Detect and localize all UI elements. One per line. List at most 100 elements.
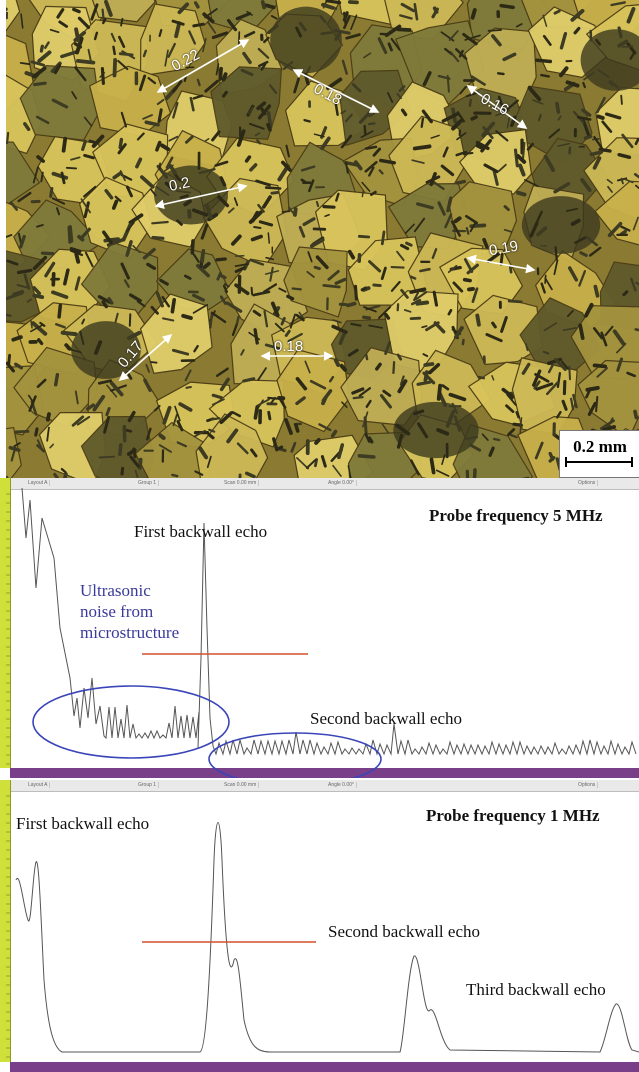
phase-particle — [475, 140, 490, 151]
phase-particle — [570, 218, 581, 227]
phase-particle — [422, 353, 429, 358]
phase-particle — [527, 86, 542, 102]
phase-particle — [400, 2, 415, 13]
measurement-label: 0.18 — [274, 338, 304, 355]
phase-particle — [455, 150, 468, 157]
phase-particle — [582, 81, 587, 89]
phase-particle — [236, 442, 249, 455]
phase-particle — [76, 415, 91, 426]
phase-particle — [555, 101, 561, 114]
phase-particle — [465, 227, 470, 235]
phase-particle — [390, 37, 401, 51]
phase-particle — [208, 428, 216, 433]
phase-particle — [441, 112, 459, 123]
phase-particle — [365, 399, 372, 408]
toolbar-options[interactable]: Options — [578, 782, 599, 788]
phase-particle — [97, 295, 112, 304]
phase-particle — [583, 134, 593, 140]
phase-particle — [533, 380, 541, 390]
phase-particle — [172, 101, 179, 119]
toolbar-layout[interactable]: Layout A — [28, 782, 51, 788]
ascan-trace — [21, 487, 637, 756]
phase-particle — [372, 283, 382, 288]
phase-particle — [313, 458, 319, 468]
phase-particle — [120, 466, 125, 476]
phase-particle — [51, 98, 69, 109]
phase-particle — [559, 32, 568, 50]
phase-particle — [505, 404, 515, 414]
phase-particle — [419, 267, 431, 273]
phase-particle — [176, 419, 184, 432]
phase-particle — [468, 98, 472, 108]
phase-particle — [585, 235, 599, 247]
phase-particle — [142, 49, 148, 58]
phase-particle — [433, 321, 446, 334]
phase-particle — [143, 378, 152, 392]
phase-particle — [27, 394, 35, 404]
phase-particle — [623, 178, 634, 184]
phase-particle — [384, 24, 402, 38]
phase-particle — [206, 455, 212, 469]
phase-particle — [518, 163, 526, 177]
phase-particle — [252, 309, 262, 317]
phase-particle — [534, 372, 550, 383]
phase-particle — [93, 31, 99, 41]
noise-ellipse — [208, 732, 382, 778]
toolbar-angle[interactable]: Angle 0.00° — [328, 480, 357, 486]
phase-particle — [432, 6, 439, 14]
toolbar-group[interactable]: Group 1 — [138, 782, 160, 788]
toolbar-scan[interactable]: Scan 0.00 mm — [224, 480, 260, 486]
phase-particle — [118, 52, 134, 57]
phase-particle — [400, 243, 410, 251]
phase-particle — [600, 331, 608, 347]
phase-particle — [475, 313, 481, 327]
phase-particle — [444, 213, 453, 229]
phase-particle — [350, 14, 358, 31]
phase-particle — [412, 144, 432, 151]
phase-particle — [269, 266, 274, 282]
phase-particle — [192, 303, 209, 314]
phase-particle — [378, 169, 384, 175]
phase-particle — [548, 456, 556, 463]
phase-particle — [430, 134, 440, 139]
phase-particle — [634, 137, 639, 146]
phase-particle — [29, 324, 44, 333]
phase-particle — [221, 72, 228, 82]
phase-particle — [117, 59, 129, 71]
phase-particle — [403, 309, 412, 313]
phase-particle — [436, 427, 450, 436]
phase-particle — [284, 418, 293, 435]
phase-particle — [381, 423, 390, 434]
phase-particle — [298, 311, 305, 320]
phase-particle — [416, 380, 432, 386]
phase-particle — [289, 313, 297, 329]
phase-particle — [32, 66, 47, 79]
phase-particle — [470, 75, 486, 86]
phase-particle — [147, 76, 157, 85]
phase-particle — [455, 179, 467, 185]
phase-particle — [266, 111, 273, 129]
phase-particle — [171, 473, 179, 478]
phase-particle — [140, 175, 155, 189]
phase-particle — [266, 122, 272, 132]
phase-particle — [395, 423, 411, 436]
toolbar-angle[interactable]: Angle 0.00° — [328, 782, 357, 788]
phase-particle — [319, 15, 327, 23]
phase-particle — [583, 71, 595, 81]
phase-particle — [441, 454, 446, 466]
phase-particle — [142, 247, 156, 260]
phase-particle — [379, 394, 392, 409]
phase-particle — [604, 325, 614, 337]
toolbar-group[interactable]: Group 1 — [138, 480, 160, 486]
phase-particle — [144, 120, 160, 127]
toolbar-options[interactable]: Options — [578, 480, 599, 486]
phase-particle — [33, 81, 47, 87]
phase-particle — [192, 293, 205, 302]
toolbar-scan[interactable]: Scan 0.00 mm — [224, 782, 260, 788]
phase-particle — [210, 417, 221, 421]
toolbar-layout[interactable]: Layout A — [28, 480, 51, 486]
phase-particle — [464, 436, 479, 440]
phase-particle — [9, 201, 18, 211]
phase-particle — [400, 288, 409, 299]
phase-particle — [295, 396, 306, 406]
